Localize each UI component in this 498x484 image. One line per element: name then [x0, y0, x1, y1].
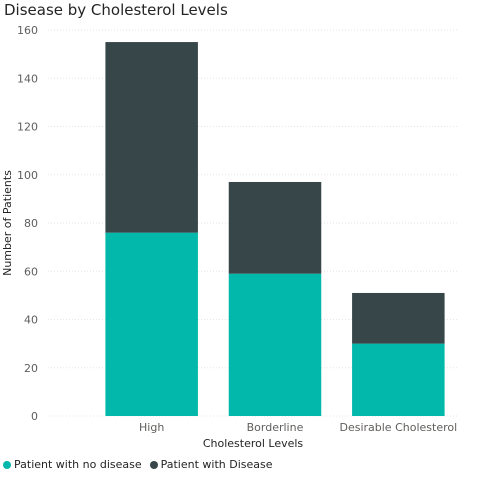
y-axis-title: Number of Patients [1, 170, 14, 276]
y-tick-label: 100 [17, 169, 38, 182]
legend-dot-icon [149, 460, 158, 469]
bar-disease[interactable] [105, 42, 198, 233]
y-tick-label: 120 [17, 121, 38, 134]
x-tick-label: High [139, 421, 164, 434]
y-tick-label: 40 [24, 314, 38, 327]
legend-item[interactable]: Patient with no disease [3, 458, 142, 471]
legend-label: Patient with Disease [160, 458, 273, 471]
bars[interactable] [105, 42, 445, 416]
y-tick-label: 0 [31, 410, 38, 423]
x-tick-label: Desirable Cholesterol [339, 421, 457, 434]
y-tick-label: 20 [24, 362, 38, 375]
x-axis-ticks: High Borderline Desirable Cholesterol [139, 421, 457, 434]
y-tick-label: 60 [24, 265, 38, 278]
bar-disease[interactable] [352, 292, 445, 344]
y-axis-ticks: 0 20 40 60 80 100 120 140 160 [17, 24, 38, 423]
bar-no-disease[interactable] [352, 343, 445, 416]
y-tick-label: 80 [24, 217, 38, 230]
legend-item[interactable]: Patient with Disease [149, 458, 273, 471]
bar-no-disease[interactable] [228, 273, 322, 416]
y-tick-label: 160 [17, 24, 38, 37]
chart-title: Disease by Cholesterol Levels [4, 1, 228, 19]
x-tick-label: Borderline [247, 421, 304, 434]
legend: Patient with no disease Patient with Dise… [3, 458, 273, 471]
bar-disease[interactable] [228, 181, 322, 274]
x-axis-title: Cholesterol Levels [203, 437, 304, 450]
legend-dot-icon [3, 460, 11, 469]
y-tick-label: 140 [17, 72, 38, 85]
bar-no-disease[interactable] [105, 232, 198, 416]
legend-label: Patient with no disease [14, 458, 142, 471]
